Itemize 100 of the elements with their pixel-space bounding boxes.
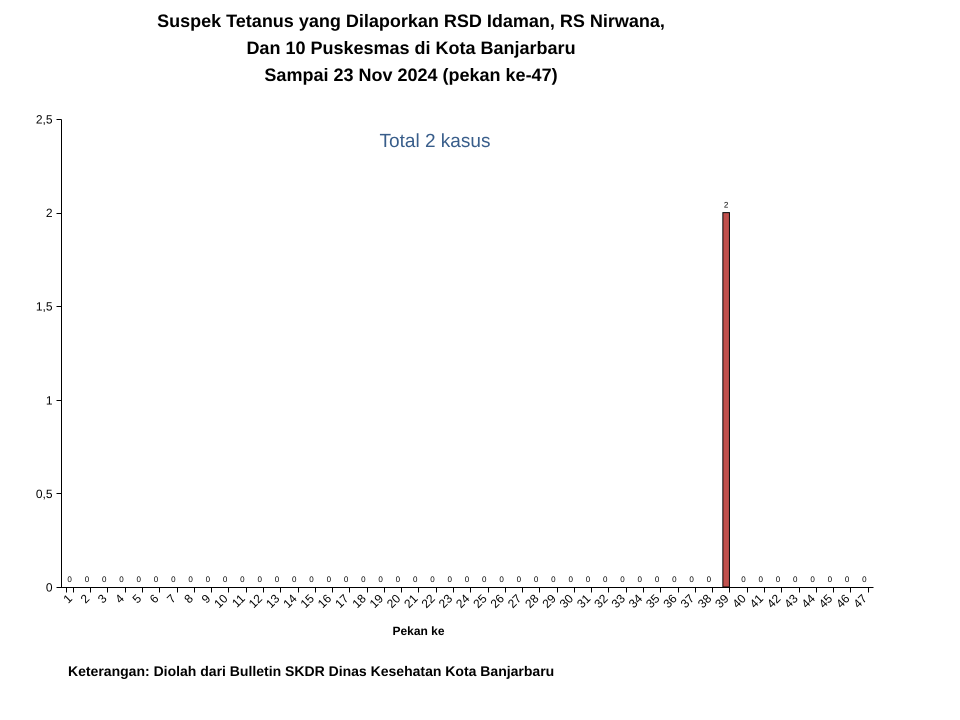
data-label: 0 [844, 575, 850, 584]
data-label: 0 [706, 575, 712, 584]
data-label: 0 [741, 575, 746, 584]
x-tick-label: 29 [539, 591, 560, 611]
annotation: Total 2 kasus [380, 131, 490, 152]
x-tick-label: 34 [626, 591, 646, 611]
x-tick-label: 43 [781, 591, 801, 611]
data-label: 0 [119, 575, 124, 584]
data-label: 0 [551, 575, 556, 584]
data-label: 0 [412, 575, 418, 584]
data-label: 0 [464, 575, 470, 584]
x-tick-label: 14 [280, 591, 300, 611]
text: Keterangan: Diolah dari Bulletin SKDR Dinas Kesehatan Kota Banjarbaru [68, 663, 554, 679]
data-label: 0 [309, 575, 314, 584]
data-label: 0 [257, 575, 262, 584]
data-label: 0 [361, 575, 366, 584]
data-label: 0 [136, 575, 142, 584]
x-tick-label: 6 [146, 591, 162, 606]
data-label: 0 [499, 575, 504, 584]
data-label: 0 [222, 575, 228, 584]
x-tick-label: 2 [78, 591, 93, 606]
data-label: 0 [586, 575, 591, 584]
data-label: 0 [534, 575, 539, 584]
x-tick-label: 46 [833, 591, 853, 611]
x-tick-label: 18 [349, 591, 370, 611]
data-label: 0 [396, 575, 401, 584]
data-label: 0 [102, 575, 107, 584]
x-tick-label: 17 [332, 591, 352, 611]
data-label: 0 [292, 575, 298, 584]
x-tick-label: 28 [522, 591, 542, 611]
y-tick-label: 2,5 [36, 112, 53, 126]
x-axis-title: Pekan ke [392, 624, 445, 638]
data-label: 0 [620, 575, 626, 584]
x-tick-label: 4 [112, 591, 128, 606]
x-tick-label: 19 [366, 591, 386, 611]
data-label: 0 [188, 575, 194, 584]
x-tick-label: 36 [660, 591, 680, 611]
data-label: 0 [274, 575, 280, 584]
data-label: 0 [828, 575, 833, 584]
chart-title: Suspek Tetanus yang Dilaporkan RSD Idaman, RS Nirwana, Dan 10 Puskesmas di Kota Banjarbaru Sampai 23 Nov 2024 (pekan ke-47) [157, 11, 665, 85]
x-tick-label: 13 [263, 591, 283, 611]
x-tick-label: 10 [211, 591, 231, 611]
data-label: 0 [84, 575, 90, 584]
data-label: 0 [758, 575, 764, 584]
x-tick-label: 26 [488, 591, 508, 611]
x-tick-label: 15 [298, 591, 318, 611]
data-label: 0 [447, 575, 452, 584]
x-tick-label: 8 [181, 591, 196, 606]
x-tick-label: 21 [401, 591, 421, 611]
x-tick-label: 38 [694, 591, 715, 611]
x-tick-label: 27 [504, 591, 524, 611]
x-tick-label: 9 [198, 591, 214, 606]
data-label: 0 [862, 575, 868, 584]
x-tick-label: 30 [556, 591, 576, 611]
x-tick-label: 3 [95, 591, 110, 606]
data-label: 0 [689, 575, 694, 584]
data-label: 0 [638, 575, 643, 584]
data-label: 2 [724, 200, 729, 210]
x-tick-label: 23 [436, 591, 456, 611]
x-tick-label: 35 [643, 591, 663, 611]
y-tick-label: 2 [46, 206, 53, 220]
y-tick-label: 1 [46, 393, 53, 408]
x-tick-label: 12 [246, 591, 266, 611]
data-label: 0 [810, 575, 816, 584]
data-label: 0 [482, 575, 488, 584]
x-tick-label: 25 [470, 591, 490, 611]
data-label: 0 [171, 575, 176, 584]
y-tick-label: 0,5 [36, 486, 53, 501]
x-tick-label: 5 [130, 591, 144, 606]
x-tick-label: 39 [712, 591, 732, 611]
x-tick-label: 33 [608, 591, 628, 611]
data-label: 0 [154, 575, 159, 584]
x-tick-label: 44 [798, 591, 818, 611]
data-label: 0 [672, 575, 678, 584]
data-label: 0 [516, 575, 522, 584]
x-tick-label: 20 [384, 591, 404, 611]
x-tick-label: 22 [418, 591, 438, 611]
y-tick-label: 0 [46, 580, 53, 594]
x-tick-label: 47 [850, 591, 870, 611]
x-tick-label: 7 [164, 591, 179, 606]
x-tick-label: 41 [746, 591, 766, 611]
data-label: 0 [344, 575, 349, 584]
data-label: 0 [568, 575, 574, 584]
x-tick-label: 11 [229, 591, 248, 610]
x-tick-label: 16 [314, 591, 334, 611]
x-tick-label: 42 [764, 591, 784, 611]
x-tick-label: 37 [678, 591, 698, 611]
data-label: 0 [793, 575, 798, 584]
x-tick-label: 45 [816, 591, 836, 611]
data-label: 0 [240, 575, 246, 584]
data-label: 0 [776, 575, 781, 584]
data-label: 0 [67, 575, 72, 584]
data-label: 0 [430, 575, 436, 584]
data-label: 0 [206, 575, 211, 584]
x-tick-label: 40 [730, 591, 750, 611]
x-tick-label: 24 [453, 591, 473, 611]
data-label: 0 [654, 575, 660, 584]
data-label: 0 [378, 575, 384, 584]
x-tick-label: 32 [591, 591, 611, 611]
data-label: 0 [326, 575, 332, 584]
